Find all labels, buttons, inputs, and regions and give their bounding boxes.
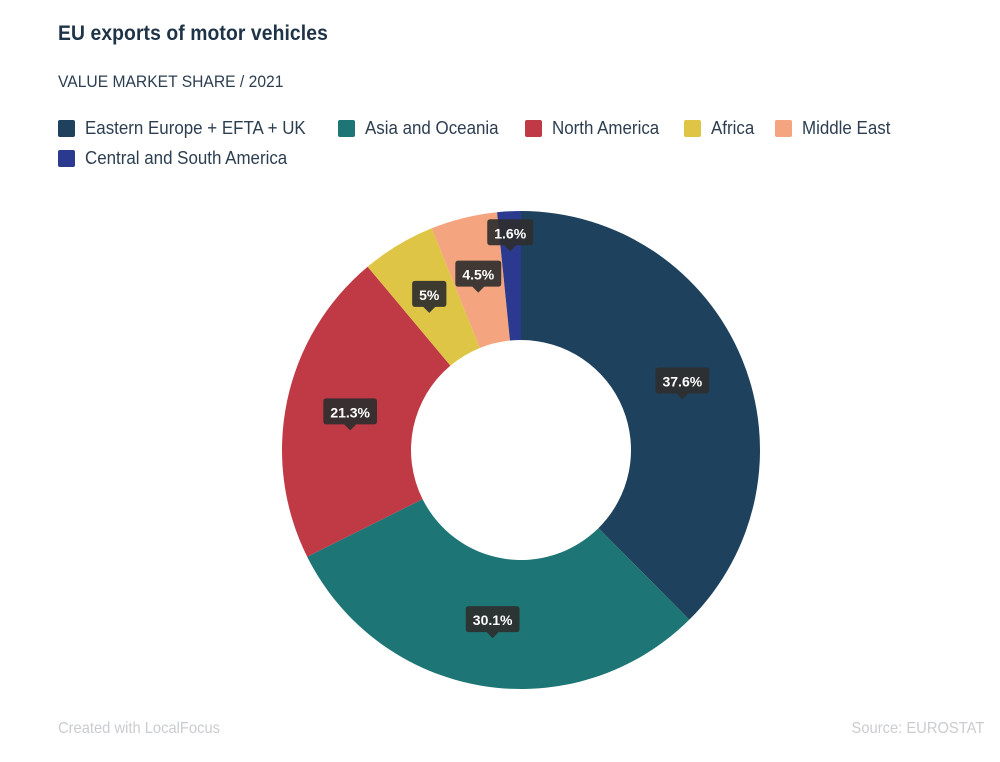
donut-slice-eastern-europe-efta-uk[interactable] [521,211,760,620]
chart-title: EU exports of motor vehicles [58,22,328,45]
data-label: 1.6% [487,219,534,252]
donut-slice-asia-and-oceania[interactable] [307,499,690,689]
legend-swatch [683,119,701,137]
footer-source: Source: EUROSTAT [851,720,984,737]
data-label-badge [455,260,502,293]
legend-item-eastern-europe[interactable]: Eastern Europe + EFTA + UK [58,117,320,139]
chart-subtitle: VALUE MARKET SHARE / 2021 [58,72,284,91]
data-label-badge [323,398,378,431]
legend-item-north-america[interactable]: North America [524,117,666,139]
legend-swatch [774,119,792,137]
legend-label: Asia and Oceania [364,117,499,138]
data-label-text: 5% [419,287,440,303]
data-label-badge [487,219,534,252]
data-label-text: 21.3% [330,404,370,420]
data-label-badge [412,280,447,313]
data-label: 37.6% [655,367,710,400]
data-label-badge [465,606,520,639]
legend-label: Africa [710,117,755,138]
footer-credit[interactable]: Created with LocalFocus [58,720,221,737]
legend-swatch [58,119,75,137]
data-label-text: 30.1% [473,612,513,628]
legend-swatch [58,149,75,167]
legend-item-central-south-america[interactable]: Central and South America [58,147,300,169]
data-label: 5% [412,280,447,313]
legend-swatch [524,119,542,137]
legend-item-africa[interactable]: Africa [683,117,757,139]
legend-item-middle-east[interactable]: Middle East [774,117,896,139]
data-label-badge [655,367,710,400]
legend-label: Central and South America [85,147,288,168]
data-label: 4.5% [455,260,502,293]
data-label-text: 37.6% [662,374,702,390]
chart-legend: Eastern Europe + EFTA + UK Asia and Ocea… [58,117,958,169]
legend-label: Eastern Europe + EFTA + UK [85,117,306,138]
data-label: 21.3% [323,398,378,431]
data-label: 30.1% [465,606,520,639]
legend-item-asia-oceania[interactable]: Asia and Oceania [337,117,507,139]
data-label-text: 4.5% [462,267,494,283]
legend-label: Middle East [801,117,891,138]
legend-swatch [337,119,355,137]
data-label-text: 1.6% [494,225,526,241]
legend-label: North America [551,117,660,138]
